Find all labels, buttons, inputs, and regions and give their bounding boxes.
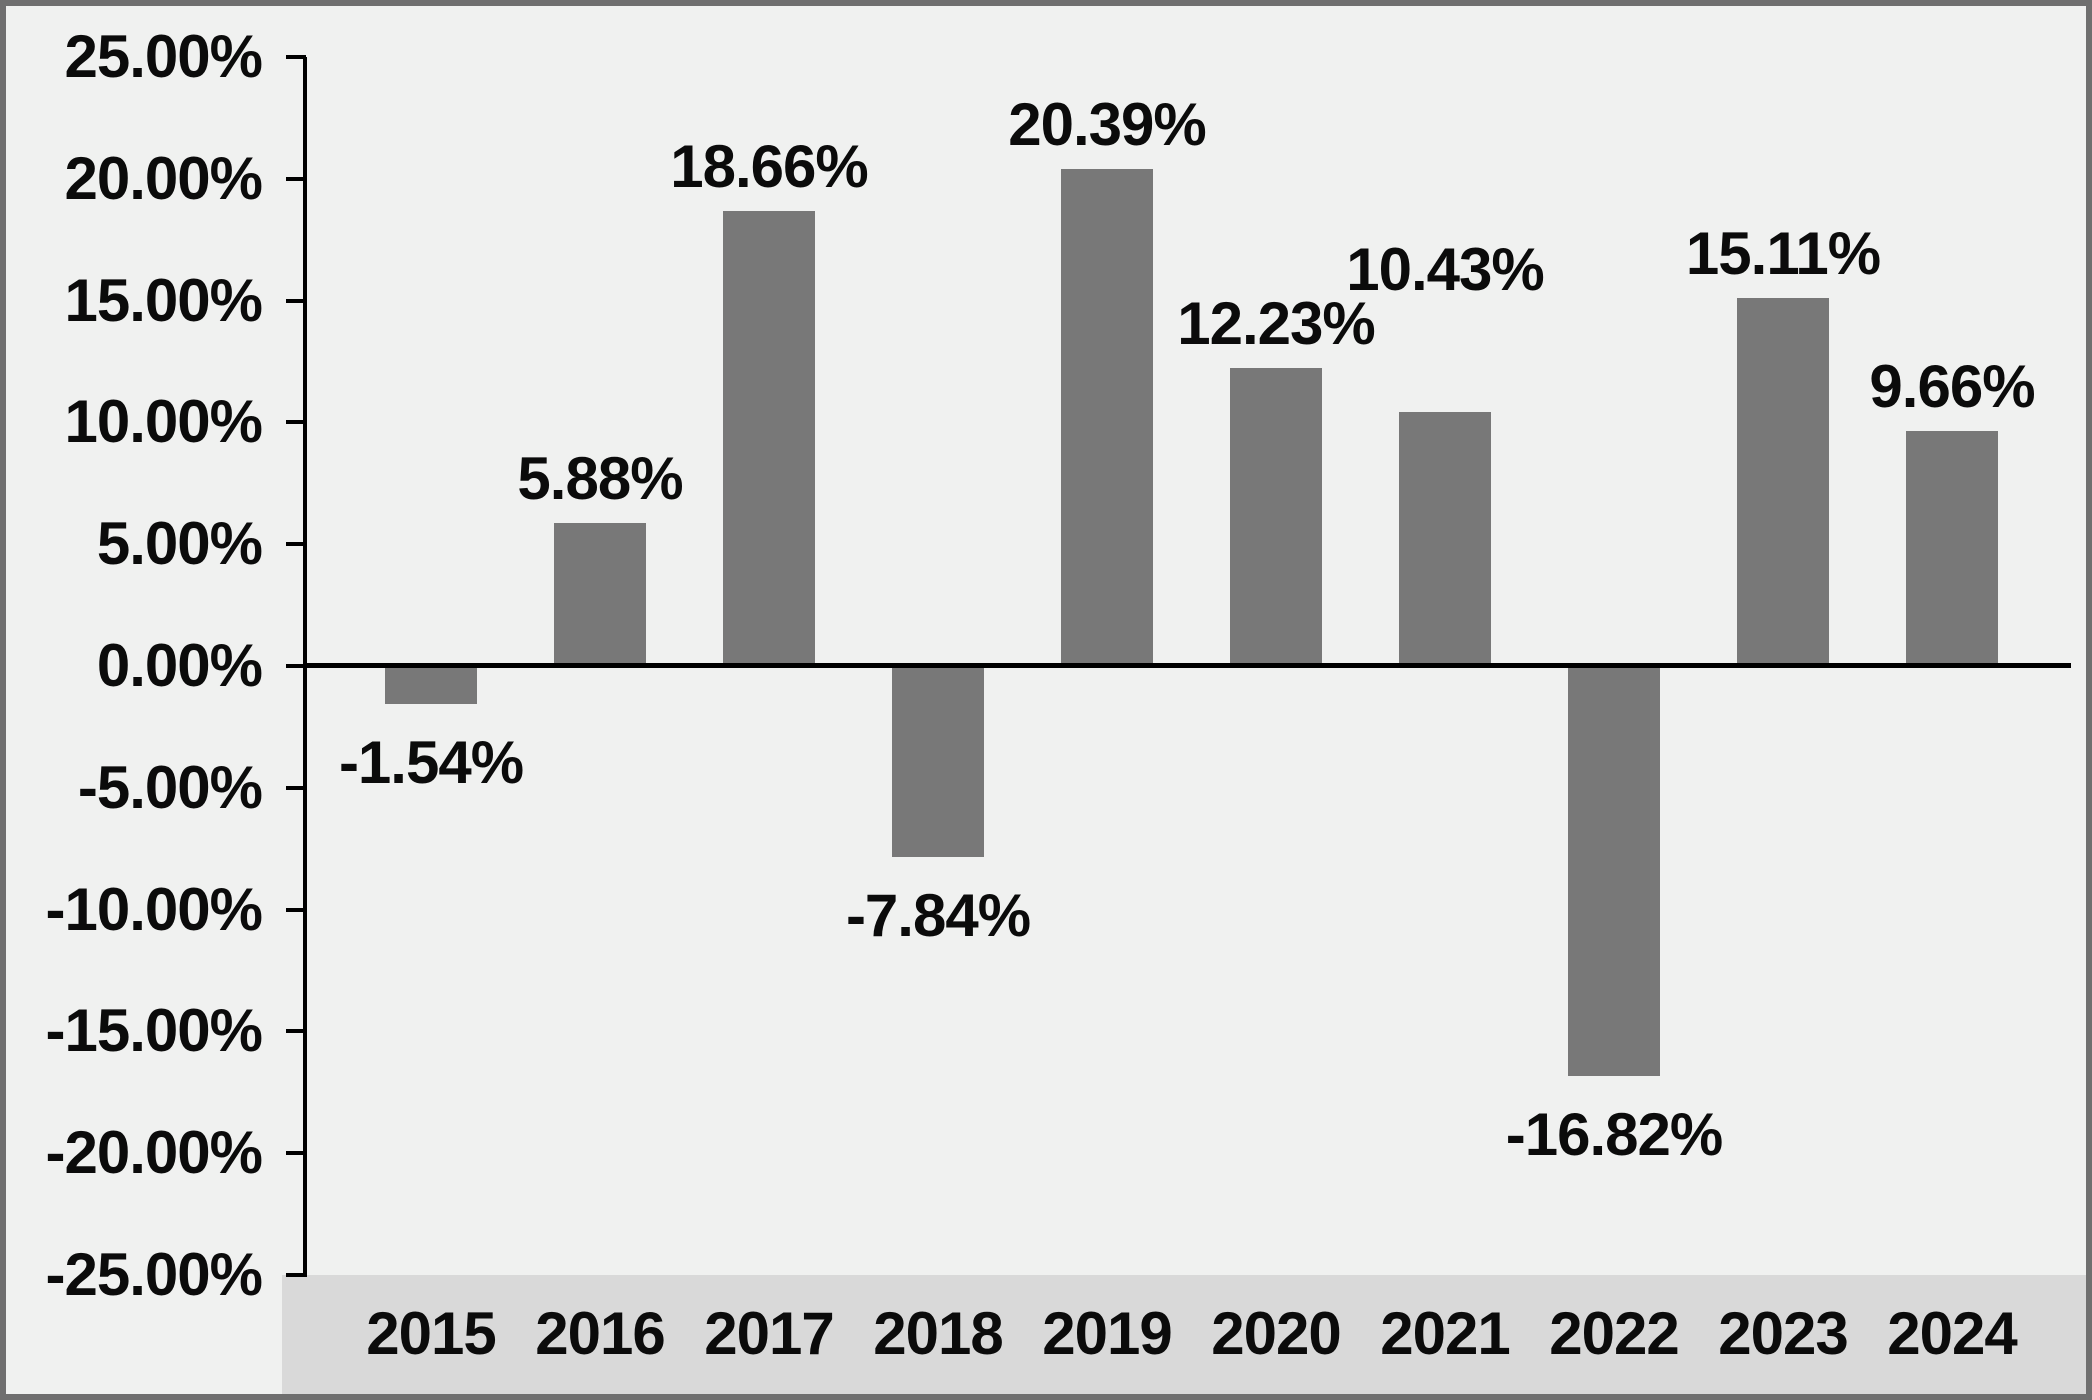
y-axis-tick-label: 15.00% <box>64 266 264 334</box>
x-axis-label-2021: 2021 <box>1380 1300 1510 1367</box>
y-axis-tick-label: 25.00% <box>64 23 264 90</box>
bar-2019 <box>1061 169 1153 666</box>
y-axis-tick <box>286 542 306 547</box>
bar-2024 <box>1906 430 1998 666</box>
x-axis-label-2015: 2015 <box>366 1300 496 1367</box>
data-label-2018: -7.84% <box>845 881 1031 949</box>
data-label-2015: -1.54% <box>338 728 524 796</box>
y-axis-tick-label: 20.00% <box>64 144 264 212</box>
x-axis-label-2020: 2020 <box>1211 1300 1341 1367</box>
y-axis-tick-label: -5.00% <box>77 753 263 821</box>
y-axis-tick <box>286 1273 306 1277</box>
bar-2017 <box>723 211 815 666</box>
y-axis-tick <box>286 785 306 790</box>
data-label-2021: 10.43% <box>1346 235 1544 303</box>
bar-2015 <box>385 666 477 704</box>
data-label-2020: 12.23% <box>1177 290 1375 358</box>
x-axis-label-2024: 2024 <box>1887 1300 2017 1367</box>
data-label-2024: 9.66% <box>1869 352 2035 420</box>
x-axis-zero-line <box>303 663 2071 668</box>
y-axis-tick <box>286 664 306 668</box>
y-axis-tick-label: -25.00% <box>45 1241 263 1308</box>
bar-2021 <box>1399 411 1491 666</box>
x-axis-band <box>282 1275 2086 1394</box>
x-axis-label-2022: 2022 <box>1549 1300 1679 1367</box>
y-axis-tick-label: -20.00% <box>45 1119 263 1187</box>
x-axis-label-2017: 2017 <box>704 1300 834 1367</box>
y-axis-tick-label: 0.00% <box>96 632 263 699</box>
x-axis-label-2018: 2018 <box>873 1300 1003 1367</box>
data-label-2019: 20.39% <box>1008 91 1206 159</box>
y-axis-tick <box>286 1151 306 1156</box>
data-label-2022: -16.82% <box>1505 1100 1723 1168</box>
bar-2016 <box>554 522 646 666</box>
y-axis-tick <box>286 298 306 303</box>
bar-2022 <box>1568 666 1660 1076</box>
y-axis-tick <box>286 55 306 59</box>
y-axis-tick <box>286 176 306 181</box>
x-axis-label-2016: 2016 <box>535 1300 665 1367</box>
y-axis-tick <box>286 420 306 425</box>
y-axis-tick-label: 10.00% <box>64 388 264 456</box>
bar-2023 <box>1737 297 1829 666</box>
y-axis-tick <box>286 907 306 912</box>
data-label-2017: 18.66% <box>670 133 868 201</box>
y-axis-tick-label: 5.00% <box>96 510 263 578</box>
bar-2018 <box>892 666 984 857</box>
x-axis-label-2019: 2019 <box>1042 1300 1172 1367</box>
y-axis-tick-label: -15.00% <box>45 997 263 1065</box>
bar-2020 <box>1230 368 1322 666</box>
data-label-2016: 5.88% <box>517 444 683 512</box>
y-axis-tick-label: -10.00% <box>45 875 263 943</box>
y-axis-tick <box>286 1029 306 1034</box>
x-axis-label-2023: 2023 <box>1718 1300 1848 1367</box>
data-label-2023: 15.11% <box>1685 219 1881 287</box>
